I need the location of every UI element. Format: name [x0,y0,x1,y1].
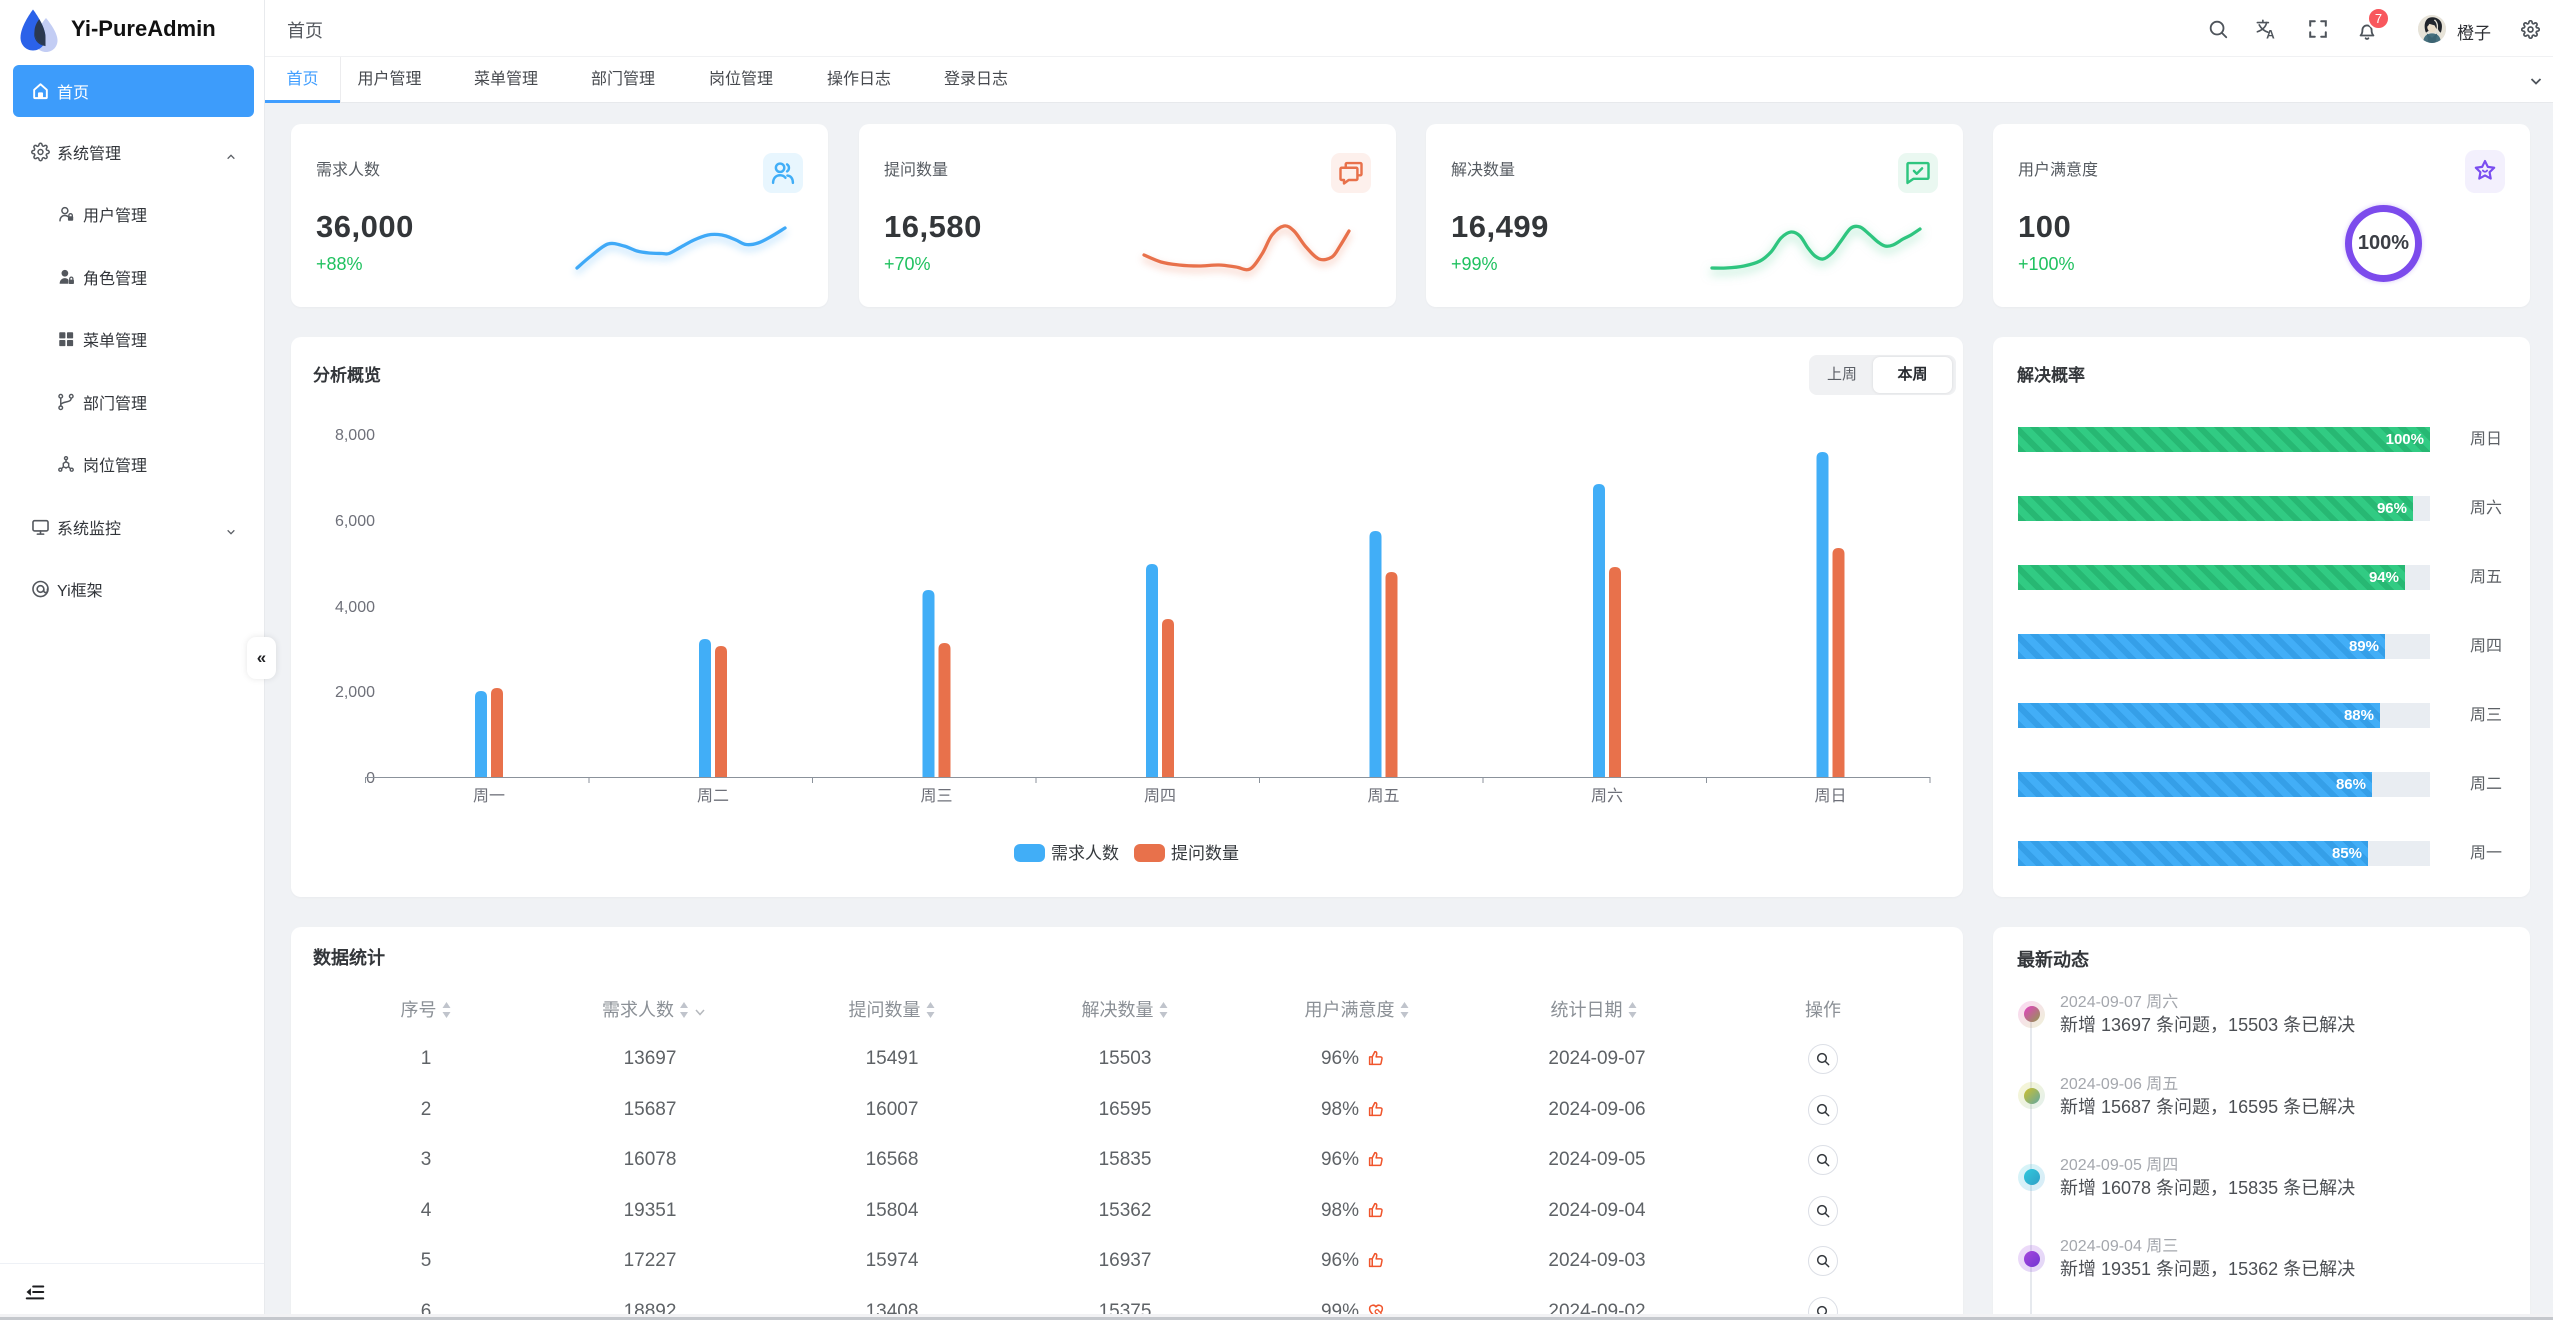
svg-text:0: 0 [366,770,375,787]
svg-text:周三: 周三 [920,788,952,805]
svg-text:周六: 周六 [1591,787,1623,805]
svg-text:周五: 周五 [1367,788,1399,805]
svg-text:8,000: 8,000 [335,427,375,444]
svg-text:周日: 周日 [1814,788,1846,805]
svg-text:6,000: 6,000 [335,513,375,530]
svg-text:需求人数: 需求人数 [1051,844,1119,863]
svg-text:周一: 周一 [473,788,505,805]
svg-text:A: A [2266,28,2275,40]
svg-text:4,000: 4,000 [335,599,375,616]
svg-text:2,000: 2,000 [335,684,375,701]
svg-text:周四: 周四 [1144,788,1176,805]
svg-text:周二: 周二 [697,788,729,805]
svg-text:提问数量: 提问数量 [1171,844,1239,863]
